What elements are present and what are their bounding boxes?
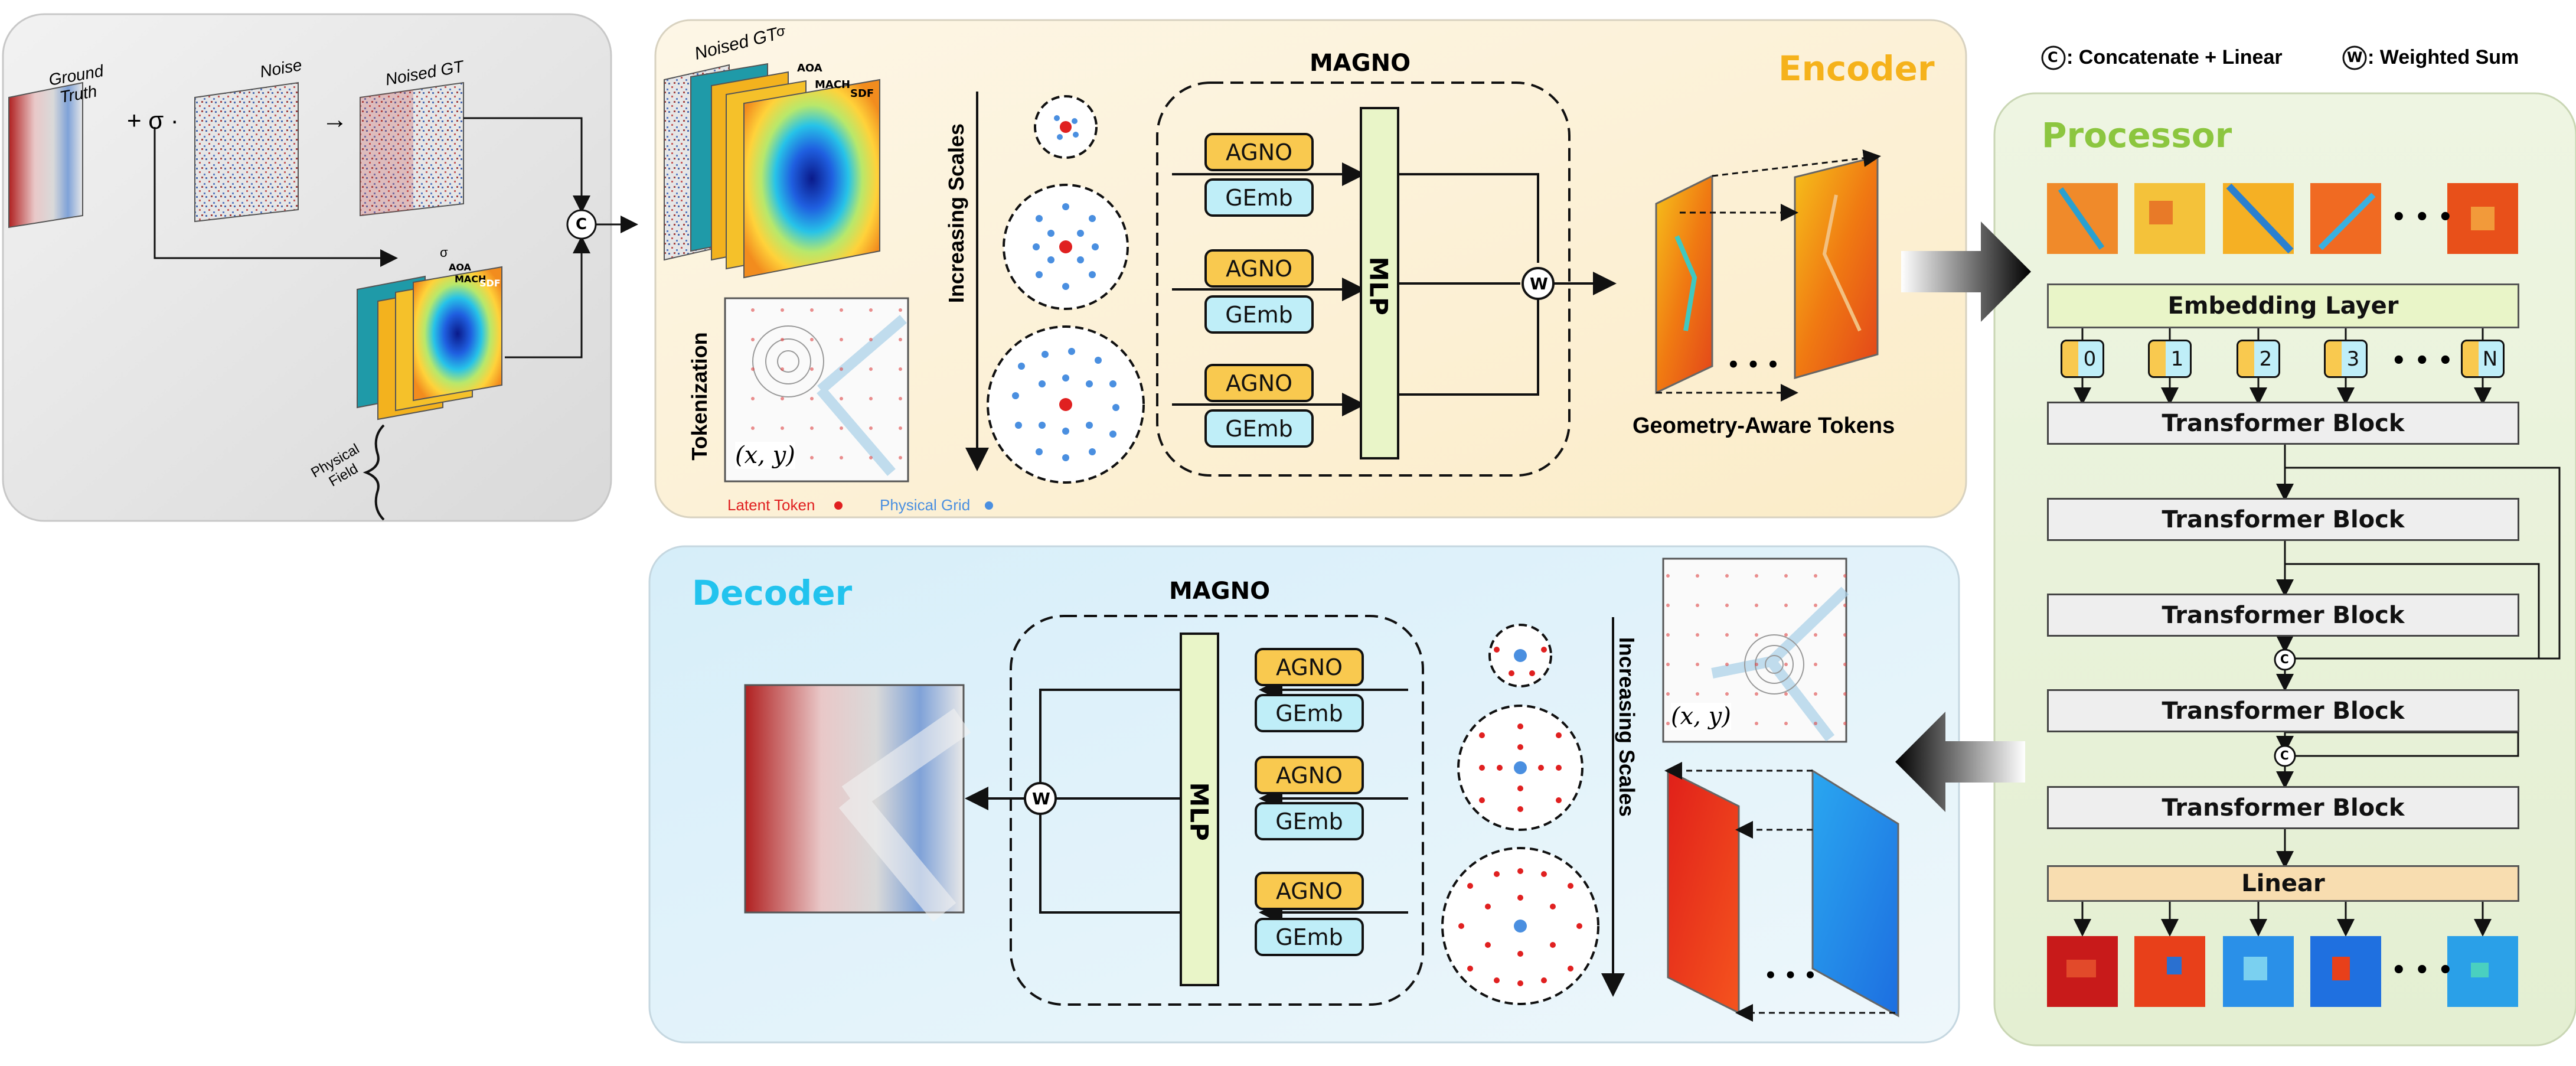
processor-title: Processor (2042, 115, 2232, 155)
decoder-gemb-1: GEmb (1255, 694, 1364, 732)
processor-top-dots: • • • (2391, 204, 2453, 231)
decoder-agno-1: AGNO (1255, 648, 1364, 686)
ground-truth-image (8, 82, 83, 229)
decoder-agno-2: AGNO (1255, 756, 1364, 794)
encoder-stack-sdf: SDF (850, 87, 874, 100)
decoder-gemb-2: GEmb (1255, 802, 1364, 840)
transformer-block-3: Transformer Block (2047, 594, 2519, 637)
encoder-stack-aoa: AOA (797, 62, 822, 74)
decoder-token-dots: • • • (1764, 964, 1817, 987)
tokenization-label: Tokenization (687, 332, 711, 461)
transformer-block-1: Transformer Block (2047, 402, 2519, 445)
legend-weighted-text: : Weighted Sum (2368, 46, 2519, 69)
token-1: 1 (2148, 340, 2192, 378)
encoder-stack-sigma: σ (776, 24, 785, 40)
encoder-token-dots: • • • (1727, 353, 1780, 377)
noise-image (194, 82, 299, 223)
transformer-block-4: Transformer Block (2047, 689, 2519, 732)
field-layer-sigma: σ (440, 245, 448, 260)
linear-layer: Linear (2047, 865, 2519, 902)
token-2: 2 (2237, 340, 2280, 378)
encoder-agno-1: AGNO (1204, 133, 1314, 171)
geometry-aware-tokens-graphic (1655, 149, 1881, 402)
transformer-block-2: Transformer Block (2047, 498, 2519, 541)
transformer-block-5: Transformer Block (2047, 786, 2519, 829)
legend-weighted-symbol: W (2347, 49, 2363, 66)
token-dots: • • • (2391, 347, 2453, 374)
processor-output-patches (2047, 936, 2518, 1007)
physical-grid-label: Physical Grid (880, 496, 971, 514)
decoder-xy-label: (x, y) (1671, 703, 1731, 730)
processor-bottom-dots: • • • (2391, 957, 2453, 984)
field-layer-aoa: AOA (449, 262, 471, 273)
legend-concat-symbol: C (2048, 49, 2058, 66)
encoder-input-stack (664, 63, 880, 279)
plus-sigma-label: + σ · (127, 106, 179, 134)
decoder-output-image (744, 684, 971, 922)
processor-input-patches (2047, 183, 2518, 254)
decoder-scale-circles (1441, 624, 1599, 1005)
decoder-mlp-label: MLP (1184, 782, 1214, 841)
processor-concat-1: C (2280, 652, 2289, 666)
encoder-mlp-label: MLP (1364, 256, 1393, 315)
field-layer-mach: MACH (455, 273, 487, 285)
decoder-title: Decoder (692, 573, 853, 613)
arrow-symbol: → (322, 105, 348, 134)
field-layer-sdf: SDF (479, 278, 501, 289)
physical-field-stack (357, 266, 502, 420)
processor-concat-2: C (2280, 748, 2289, 762)
decoder-gemb-3: GEmb (1255, 918, 1364, 956)
noised-gt-image (360, 82, 464, 217)
decoder-tokens-graphic (1664, 762, 1899, 1022)
encoder-scale-circles (987, 95, 1145, 484)
latent-token-label: Latent Token (727, 496, 815, 514)
concat-symbol-input: C (576, 216, 587, 233)
embedding-layer: Embedding Layer (2047, 283, 2519, 328)
encoder-weighted-symbol: W (1530, 274, 1548, 294)
encoder-title: Encoder (1778, 48, 1935, 89)
token-3: 3 (2324, 340, 2368, 378)
token-0: 0 (2061, 340, 2104, 378)
geometry-aware-tokens-label: Geometry-Aware Tokens (1633, 413, 1895, 438)
encoder-magno-label: MAGNO (1310, 50, 1411, 77)
encoder-stack-mach: MACH (815, 79, 851, 91)
encoder-increasing-scales: Increasing Scales (944, 123, 968, 304)
decoder-magno-label: MAGNO (1169, 578, 1271, 605)
encoder-gemb-1: GEmb (1204, 178, 1314, 217)
decoder-agno-3: AGNO (1255, 872, 1364, 910)
tokenization-image (724, 297, 909, 483)
encoder-gemb-3: GEmb (1204, 409, 1314, 448)
decoder-increasing-scales: Increasing Scales (1615, 637, 1639, 817)
encoder-xy-label: (x, y) (735, 442, 795, 469)
encoder-gemb-2: GEmb (1204, 295, 1314, 334)
token-n: N (2461, 340, 2505, 378)
legend-concat-text: : Concatenate + Linear (2066, 46, 2283, 69)
decoder-weighted-symbol: W (1032, 789, 1050, 809)
encoder-agno-3: AGNO (1204, 364, 1314, 402)
encoder-agno-2: AGNO (1204, 249, 1314, 288)
